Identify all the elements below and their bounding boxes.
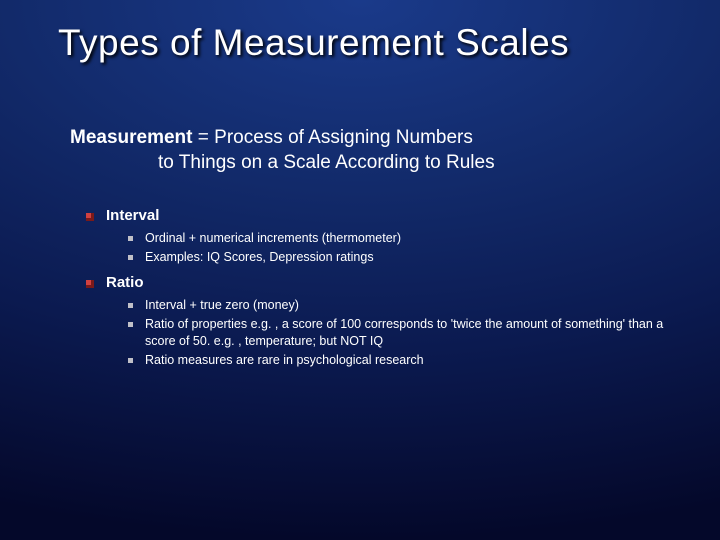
list-item: Ordinal + numerical increments (thermome… [128,230,680,247]
definition-rest: = Process of Assigning Numbers [193,127,473,148]
list-item: Ratio of properties e.g. , a score of 10… [128,316,680,350]
subitem-list: Interval + true zero (money) Ratio of pr… [128,297,680,369]
list-item: Interval + true zero (money) [128,297,680,314]
subitem-text: Ratio measures are rare in psychological… [145,352,424,369]
slide-title: Types of Measurement Scales [58,22,680,64]
list-item: Examples: IQ Scores, Depression ratings [128,249,680,266]
scale-label: Ratio [106,274,144,291]
subitem-text: Ordinal + numerical increments (thermome… [145,230,401,247]
scale-label: Interval [106,207,159,224]
list-item: Ratio measures are rare in psychological… [128,352,680,369]
small-square-bullet-icon [128,303,133,308]
small-square-bullet-icon [128,255,133,260]
slide: Types of Measurement Scales Measurement … [0,0,720,540]
definition-block: Measurement = Process of Assigning Numbe… [70,126,680,175]
small-square-bullet-icon [128,322,133,327]
scale-item-ratio: Ratio Interval + true zero (money) Ratio… [86,274,680,369]
scale-list: Interval Ordinal + numerical increments … [86,207,680,368]
subitem-text: Interval + true zero (money) [145,297,299,314]
definition-line-1: Measurement = Process of Assigning Numbe… [70,126,680,151]
scale-row: Ratio [86,274,680,291]
scale-item-interval: Interval Ordinal + numerical increments … [86,207,680,266]
subitem-text: Ratio of properties e.g. , a score of 10… [145,316,680,350]
definition-line-2: to Things on a Scale According to Rules [70,151,680,176]
scale-row: Interval [86,207,680,224]
subitem-list: Ordinal + numerical increments (thermome… [128,230,680,266]
square-bullet-icon [86,213,94,221]
definition-term: Measurement [70,127,193,148]
small-square-bullet-icon [128,236,133,241]
small-square-bullet-icon [128,358,133,363]
subitem-text: Examples: IQ Scores, Depression ratings [145,249,374,266]
square-bullet-icon [86,280,94,288]
